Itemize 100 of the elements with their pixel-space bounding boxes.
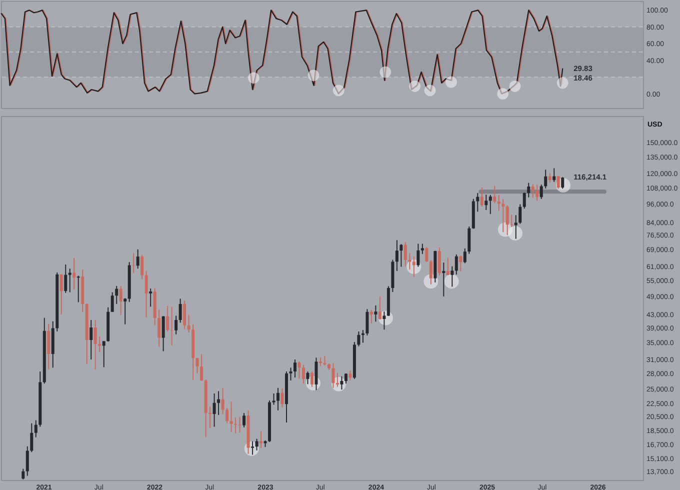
candlestick [162,316,165,352]
point [446,76,457,88]
candlestick [136,248,140,270]
candlestick [280,388,284,408]
candlestick [518,204,522,224]
candlestick [272,392,276,406]
candlestick [306,370,310,385]
candlestick [230,401,233,432]
candlestick [468,226,471,254]
candlestick [47,324,50,370]
candlestick [310,370,314,388]
candlestick [178,298,182,324]
point [497,88,509,100]
point [332,84,344,96]
candlestick [446,257,450,276]
candlestick [166,305,170,332]
point [409,80,421,92]
candlestick [187,314,190,334]
candlestick [217,390,220,416]
point [508,226,523,240]
candlestick [484,194,488,210]
candlestick [115,285,118,304]
candlestick [357,330,360,347]
candlestick [480,186,484,208]
candlestick [416,243,420,268]
candlestick [149,288,152,308]
candlestick [140,254,144,280]
candlestick [332,362,335,388]
candlestick [110,292,114,312]
candlestick [293,358,296,378]
candlestick [196,358,199,374]
candlestick [400,244,403,268]
candlestick [255,438,258,451]
candlestick [497,194,500,212]
candlestick [200,354,204,382]
candlestick [556,176,560,190]
candlestick [60,274,63,315]
candlestick [289,367,292,381]
candlestick [382,311,386,330]
candlestick [183,300,186,330]
candlestick [425,246,428,262]
candlestick [463,248,466,264]
candlestick [395,240,398,272]
candlestick [94,319,97,370]
candlestick [64,264,68,294]
candlestick [68,268,72,293]
candlestick [438,246,441,276]
candlestick [22,468,25,480]
candlestick [548,172,552,184]
candlestick [132,252,136,274]
point [424,84,436,96]
point [380,66,392,78]
candlestick [260,430,263,448]
candlestick [276,387,280,411]
candlestick [442,262,446,297]
candlestick [348,370,352,381]
candlestick [536,184,539,202]
candlestick [76,275,80,303]
candlestick [302,364,305,384]
candlestick [251,440,254,456]
candlestick [459,255,462,272]
candlestick [102,340,106,368]
point [556,77,568,89]
point [444,274,459,289]
candlestick [404,242,407,267]
candlestick [454,254,458,275]
candlestick [361,329,364,344]
candlestick [340,376,344,390]
candlestick [26,446,29,476]
candlestick [98,336,102,353]
candlestick [34,420,38,438]
candlestick [531,184,534,198]
candlestick [242,412,246,428]
candlestick [72,257,76,290]
point [248,72,260,84]
candlestick [420,243,424,255]
candlestick [514,214,518,240]
candlestick [124,298,127,325]
candlestick [412,256,416,278]
candlestick [314,357,318,391]
candlestick [208,406,212,429]
candlestick [298,361,301,379]
candlestick [493,185,496,204]
candlestick [212,392,216,428]
candlestick [158,309,161,348]
candlestick [506,204,509,236]
candlestick [221,387,224,415]
point [308,70,320,82]
point [509,80,521,92]
candlestick [552,168,556,182]
candlestick [226,407,229,424]
candlestick [336,372,339,388]
candlestick [174,315,178,335]
candlestick [510,214,514,228]
candlestick [238,416,242,434]
candlestick [561,176,564,190]
candlestick [370,310,373,324]
candlestick [378,296,382,320]
candlestick [544,169,548,189]
candlestick [540,184,543,200]
